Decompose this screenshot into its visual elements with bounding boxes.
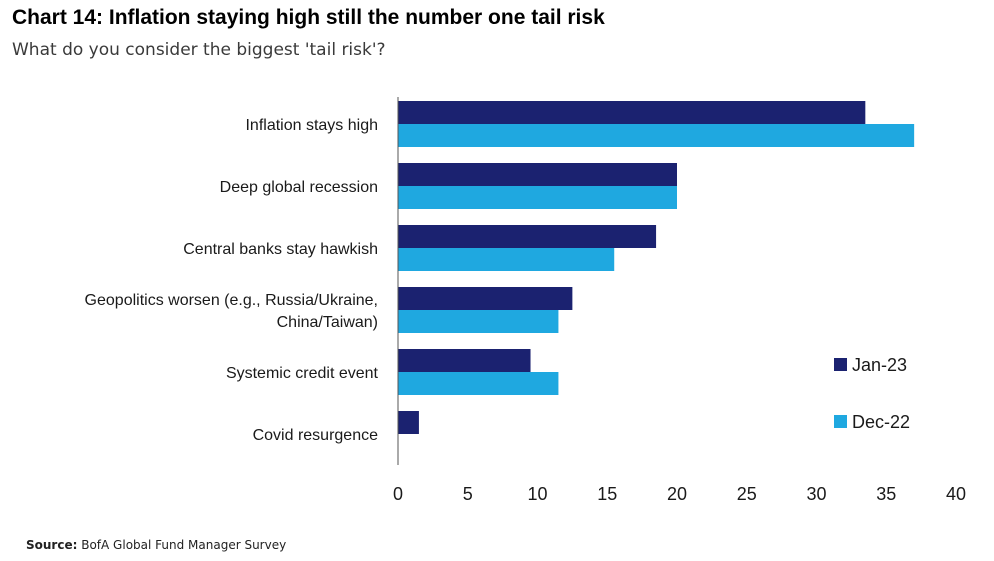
source-text: BofA Global Fund Manager Survey	[81, 538, 287, 552]
x-tick-label: 5	[463, 484, 473, 504]
category-label: Inflation stays high	[245, 117, 378, 134]
chart-title: Chart 14: Inflation staying high still t…	[12, 6, 605, 29]
bar-jan-23-1	[398, 163, 677, 186]
x-tick-label: 35	[876, 484, 896, 504]
chart-subtitle: What do you consider the biggest 'tail r…	[12, 40, 386, 60]
bar-dec-22-1	[398, 186, 677, 209]
category-label: Systemic credit event	[226, 365, 379, 382]
source-note: Source: BofA Global Fund Manager Survey	[26, 538, 286, 552]
category-label: Deep global recession	[220, 179, 378, 196]
bar-dec-22-0	[398, 124, 915, 147]
legend-swatch-dec-22	[834, 415, 847, 428]
x-tick-label: 40	[946, 484, 966, 504]
x-tick-label: 0	[393, 484, 403, 504]
bar-jan-23-0	[398, 101, 866, 124]
x-tick-label: 30	[806, 484, 826, 504]
bar-dec-22-3	[398, 310, 559, 333]
legend-swatch-jan-23	[834, 358, 847, 371]
x-tick-label: 15	[597, 484, 617, 504]
bar-chart: Inflation stays high Deep global recessio…	[85, 97, 966, 504]
category-label: Central banks stay hawkish	[183, 241, 378, 258]
bar-jan-23-5	[398, 411, 419, 434]
legend-label-jan-23: Jan-23	[852, 355, 907, 375]
x-tick-label: 10	[527, 484, 547, 504]
legend-label-dec-22: Dec-22	[852, 412, 910, 432]
category-label: China/Taiwan)	[277, 314, 378, 331]
bar-jan-23-2	[398, 225, 657, 248]
category-label: Covid resurgence	[253, 427, 379, 444]
bar-jan-23-3	[398, 287, 573, 310]
x-tick-label: 25	[737, 484, 757, 504]
category-label: Geopolitics worsen (e.g., Russia/Ukraine…	[85, 292, 378, 309]
bar-dec-22-4	[398, 372, 559, 395]
source-label: Source:	[26, 538, 78, 552]
bar-dec-22-2	[398, 248, 615, 271]
bar-jan-23-4	[398, 349, 531, 372]
x-tick-label: 20	[667, 484, 687, 504]
